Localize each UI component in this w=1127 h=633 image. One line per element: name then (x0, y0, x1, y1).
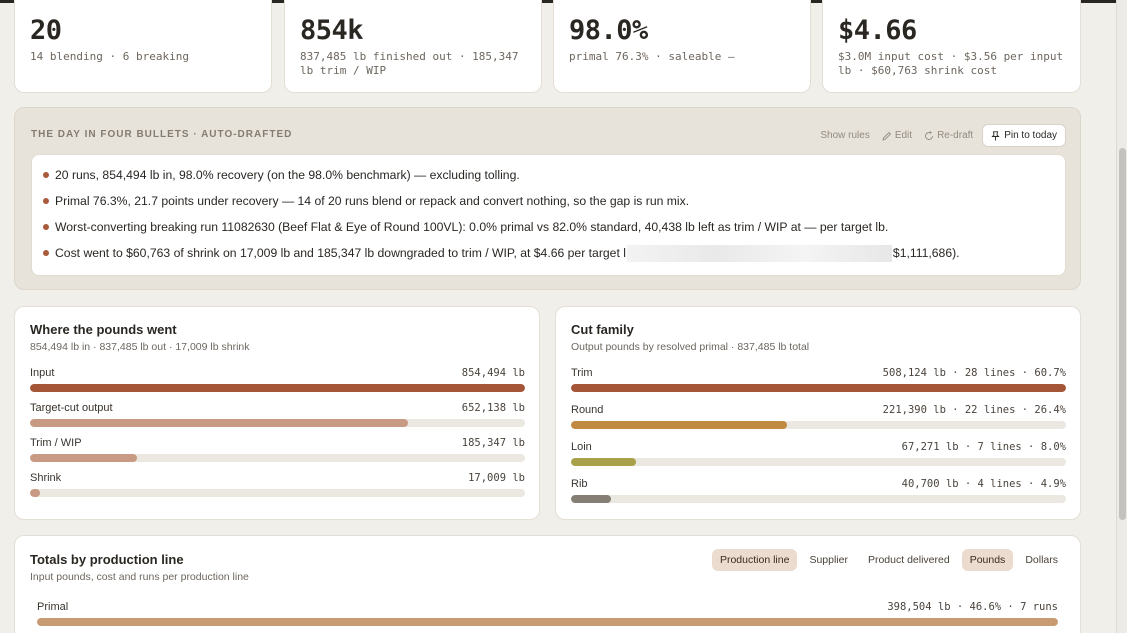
bar-value: 854,494 lb (461, 367, 525, 379)
chip-dollars[interactable]: Dollars (1025, 554, 1058, 566)
day-summary-title: THE DAY IN FOUR BULLETS · AUTO-DRAFTED (31, 129, 293, 140)
day-summary-actions: Show rules Edit Re-draft Pin to today (817, 124, 1066, 147)
bar-label: Target-cut output (30, 402, 113, 414)
cut-family-subtitle: Output pounds by resolved primal · 837,4… (571, 341, 810, 353)
bullet-item: Cost went to $60,763 of shrink on 17,009… (42, 240, 1055, 266)
cut-family-title: Cut family (571, 322, 634, 337)
redacted-region (626, 245, 892, 263)
bar-track (571, 458, 1066, 466)
chip-supplier[interactable]: Supplier (809, 554, 848, 566)
bullet-text: 20 runs, 854,494 lb in, 98.0% recovery (… (55, 168, 520, 182)
bullet-text: Worst-converting breaking run 11082630 (… (55, 220, 889, 234)
totals-panel: Totals by production line Input pounds, … (14, 535, 1081, 633)
bar-fill (30, 454, 138, 462)
bar-track (571, 495, 1066, 503)
bar-label: Round (571, 404, 604, 416)
bullet-text: Primal 76.3%, 21.7 points under recovery… (55, 194, 690, 208)
totals-subtitle: Input pounds, cost and runs per producti… (30, 571, 249, 583)
pounds-panel: Where the pounds went 854,494 lb in · 83… (14, 306, 540, 520)
bar-fill (571, 458, 637, 466)
bullet-dot-icon (43, 172, 49, 178)
edit-label: Edit (894, 130, 913, 141)
bar-value: 652,138 lb (461, 402, 525, 414)
refresh-icon (925, 130, 934, 140)
chip-product-delivered[interactable]: Product delivered (867, 554, 950, 566)
totals-title: Totals by production line (30, 552, 184, 567)
edit-button[interactable]: Edit (879, 128, 915, 143)
pounds-title: Where the pounds went (30, 322, 177, 337)
bar-fill (30, 384, 525, 392)
bar-track (571, 421, 1066, 429)
cut-family-panel: Cut family Output pounds by resolved pri… (555, 306, 1081, 520)
chip-pounds[interactable]: Pounds (961, 549, 1014, 571)
bar-fill (30, 489, 40, 497)
kpi-card-recovery: 98.0% primal 76.3% · saleable — (553, 0, 811, 93)
bar-fill (37, 618, 1058, 626)
redraft-button[interactable]: Re-draft (921, 128, 976, 143)
bullet-dot-icon (43, 198, 49, 204)
pin-icon (991, 130, 1000, 140)
pencil-icon (882, 131, 891, 141)
bar-label: Shrink (30, 472, 62, 484)
bar-value: 40,700 lb · 4 lines · 4.9% (901, 478, 1066, 490)
bar-track (30, 384, 525, 392)
bar-track (30, 419, 525, 427)
bullet-item: Primal 76.3%, 21.7 points under recovery… (42, 188, 1055, 214)
bar-value: 508,124 lb · 28 lines · 60.7% (882, 367, 1066, 379)
bar-label: Trim / WIP (30, 437, 82, 449)
redraft-label: Re-draft (937, 130, 974, 141)
bar-label: Rib (571, 478, 588, 490)
bar-label: Loin (571, 441, 592, 453)
bar-track (30, 454, 525, 462)
day-summary-panel: THE DAY IN FOUR BULLETS · AUTO-DRAFTED S… (14, 107, 1081, 290)
show-rules-button[interactable]: Show rules (817, 128, 872, 143)
bar-value: 398,504 lb · 46.6% · 7 runs (887, 601, 1058, 613)
bar-track (571, 384, 1066, 392)
bullet-text-start: Cost went to $60,763 of shrink on 17,009… (55, 246, 626, 260)
kpi-value: 20 (30, 15, 62, 46)
pounds-subtitle: 854,494 lb in · 837,485 lb out · 17,009 … (30, 341, 250, 353)
bar-value: 67,271 lb · 7 lines · 8.0% (901, 441, 1066, 453)
pin-to-today-button[interactable]: Pin to today (982, 124, 1066, 147)
kpi-value: 98.0% (569, 15, 648, 46)
bar-value: 17,009 lb (468, 472, 525, 484)
bar-label: Input (30, 367, 55, 379)
bullet-dot-icon (43, 224, 49, 230)
bar-fill (571, 421, 787, 429)
chip-production-line[interactable]: Production line (711, 549, 798, 571)
bar-track (30, 489, 525, 497)
vertical-scrollbar[interactable] (1116, 0, 1127, 633)
kpi-subtext: primal 76.3% · saleable — (569, 50, 735, 63)
kpi-card-cost: $4.66 $3.0M input cost · $3.56 per input… (822, 0, 1081, 93)
bullet-dot-icon (43, 250, 49, 256)
bullet-item: 20 runs, 854,494 lb in, 98.0% recovery (… (42, 162, 1055, 188)
bullet-list: 20 runs, 854,494 lb in, 98.0% recovery (… (31, 154, 1066, 276)
bar-value: 185,347 lb (461, 437, 525, 449)
bar-label: Primal (37, 601, 69, 613)
kpi-value: $4.66 (838, 15, 917, 46)
bar-label: Trim (571, 367, 593, 379)
bar-fill (30, 419, 408, 427)
kpi-card-pounds: 854k 837,485 lb finished out · 185,347 l… (284, 0, 542, 93)
pin-label: Pin to today (1004, 130, 1057, 141)
bar-fill (571, 384, 1066, 392)
show-rules-label: Show rules (820, 130, 870, 141)
kpi-card-runs: 20 14 blending · 6 breaking (14, 0, 272, 93)
view-toggle-group: Production line Supplier Product deliver… (711, 549, 1066, 571)
bar-fill (571, 495, 611, 503)
bullet-text-end: $1,111,686). (892, 246, 960, 260)
kpi-subtext: 837,485 lb finished out · 185,347 lb tri… (300, 50, 519, 77)
bar-value: 221,390 lb · 22 lines · 26.4% (882, 404, 1066, 416)
kpi-subtext: $3.0M input cost · $3.56 per input lb · … (838, 50, 1064, 77)
bar-track (37, 618, 1058, 626)
kpi-value: 854k (300, 15, 364, 46)
scrollbar-thumb[interactable] (1119, 148, 1126, 520)
kpi-subtext: 14 blending · 6 breaking (30, 50, 189, 63)
bullet-item: Worst-converting breaking run 11082630 (… (42, 214, 1055, 240)
